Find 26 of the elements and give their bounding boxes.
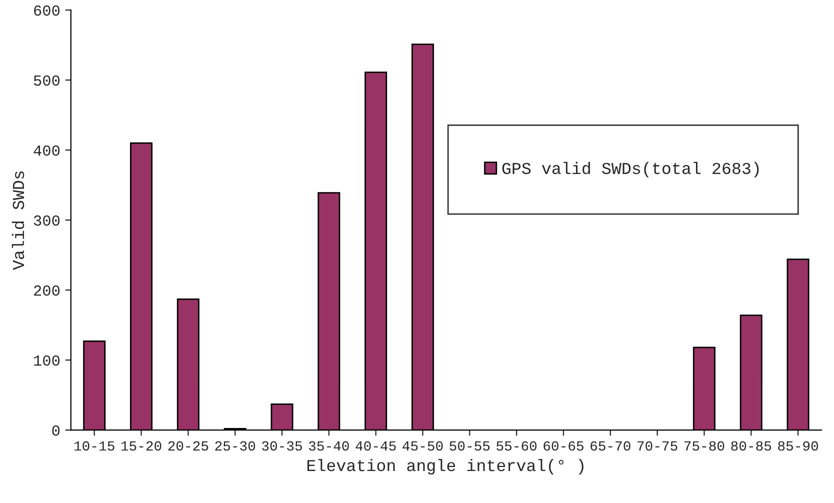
legend-label: GPS valid SWDs(total 2683) — [502, 162, 759, 178]
x-tick-label: 70-75 — [638, 441, 678, 451]
y-tick-label: 600 — [34, 5, 60, 16]
x-tick-label: 55-60 — [496, 441, 537, 451]
x-tick-label: 10-15 — [74, 441, 114, 451]
x-tick-label: 75-80 — [684, 441, 724, 451]
x-tick-label: 40-45 — [356, 441, 396, 451]
x-tick-label: 65-70 — [590, 441, 630, 451]
y-tick-label: 100 — [34, 355, 60, 366]
y-axis-title: Valid SWDs — [12, 171, 24, 270]
x-axis-title: Elevation angle interval(° ) — [307, 458, 584, 475]
y-tick-label: 400 — [34, 145, 60, 156]
y-tick-label: 300 — [34, 215, 60, 226]
x-tick-label: 25-30 — [215, 441, 256, 451]
y-tick-label: 0 — [52, 425, 60, 436]
y-tick-label: 500 — [34, 75, 60, 86]
y-tick-label: 200 — [34, 285, 60, 296]
x-tick-label: 15-20 — [121, 441, 162, 451]
x-tick-label: 30-35 — [262, 441, 302, 451]
x-tick-label: 20-25 — [168, 441, 208, 451]
x-tick-label: 60-65 — [544, 441, 584, 451]
x-tick-label: 45-50 — [402, 441, 443, 451]
x-tick-label: 35-40 — [308, 441, 349, 451]
x-tick-label: 85-90 — [778, 441, 818, 451]
x-tick-label: 50-55 — [450, 441, 490, 451]
x-tick-label: 80-85 — [731, 441, 772, 451]
